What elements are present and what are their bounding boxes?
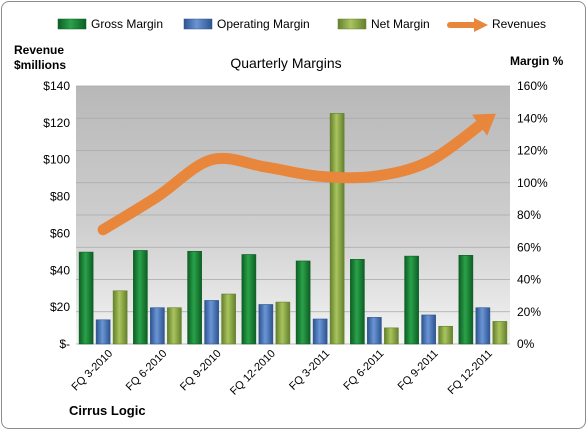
legend-item-gross-margin[interactable]: Gross Margin: [57, 17, 163, 31]
legend-arrow-head: [474, 18, 488, 32]
right-tick-label: 140%: [517, 111, 548, 125]
right-axis-ticks: 0% 20% 40% 60% 80% 100% 120% 140% 160%: [517, 79, 548, 351]
bar-net-margin[interactable]: [438, 325, 453, 345]
bar-net-margin[interactable]: [112, 290, 128, 345]
bar-operating-margin[interactable]: [258, 304, 274, 345]
bar-gross-margin[interactable]: [458, 255, 474, 345]
chart-title: Quarterly Margins: [230, 55, 341, 71]
legend-label-revenues: Revenues: [492, 17, 546, 31]
bar-operating-margin[interactable]: [95, 319, 111, 345]
bar-net-margin[interactable]: [221, 293, 236, 345]
company-name: Cirrus Logic: [69, 403, 146, 418]
right-axis-label: Margin %: [510, 54, 564, 68]
gridlines: [76, 85, 510, 345]
legend-swatch-net-margin: [337, 18, 367, 30]
left-tick-label: $80: [50, 190, 70, 204]
legend-swatch-gross-margin: [57, 18, 87, 30]
bar-operating-margin[interactable]: [367, 317, 382, 345]
left-tick-label: $-: [59, 337, 70, 351]
bar-net-margin[interactable]: [384, 327, 399, 345]
bar-gross-margin[interactable]: [133, 250, 148, 345]
revenues-line[interactable]: [97, 117, 489, 236]
right-tick-label: 40%: [517, 273, 541, 287]
left-tick-label: $140: [43, 79, 70, 93]
bars: [78, 113, 508, 345]
revenues-arrow-head: [472, 113, 496, 136]
bar-gross-margin[interactable]: [78, 251, 94, 345]
bar-gross-margin[interactable]: [404, 255, 419, 345]
bar-operating-margin[interactable]: [150, 307, 165, 345]
x-tick-label: FQ 6-2010: [124, 348, 170, 394]
bar-gross-margin[interactable]: [187, 250, 202, 345]
revenue-line: [97, 113, 496, 236]
left-tick-label: $40: [50, 263, 70, 277]
left-tick-label: $60: [50, 226, 70, 240]
bar-operating-margin[interactable]: [312, 318, 328, 345]
x-tick-label: FQ 9-2010: [178, 348, 224, 394]
bar-gross-margin[interactable]: [241, 254, 257, 345]
left-axis-label-line1: Revenue: [14, 43, 64, 57]
left-tick-label: $100: [43, 153, 70, 167]
left-tick-label: $120: [43, 116, 70, 130]
legend-label-operating-margin: Operating Margin: [217, 17, 310, 31]
legend-item-net-margin[interactable]: Net Margin: [337, 17, 430, 31]
bar-net-margin[interactable]: [329, 113, 345, 345]
x-tick-label: FQ 12-2011: [446, 348, 495, 397]
legend-label-gross-margin: Gross Margin: [91, 17, 163, 31]
right-tick-label: 160%: [517, 79, 548, 93]
bar-operating-margin[interactable]: [475, 307, 491, 345]
right-tick-label: 0%: [517, 337, 535, 351]
x-tick-label: FQ 6-2011: [341, 348, 386, 393]
left-axis-ticks: $- $20 $40 $60 $80 $100 $120 $140: [43, 79, 70, 351]
legend-swatch-operating-margin: [183, 18, 213, 30]
x-tick-label: FQ 3-2010: [70, 348, 116, 394]
bar-net-margin[interactable]: [275, 301, 291, 345]
legend: Gross Margin Operating Margin Net Margin…: [57, 17, 546, 32]
left-tick-label: $20: [50, 300, 70, 314]
legend-item-operating-margin[interactable]: Operating Margin: [183, 17, 310, 31]
bar-gross-margin[interactable]: [350, 259, 365, 345]
legend-item-revenues[interactable]: Revenues: [447, 17, 546, 32]
x-tick-label: FQ 12-2010: [228, 348, 278, 398]
bar-gross-margin[interactable]: [295, 260, 311, 345]
right-tick-label: 20%: [517, 305, 541, 319]
bar-operating-margin[interactable]: [204, 300, 219, 345]
x-axis-ticks: FQ 3-2010 FQ 6-2010 FQ 9-2010 FQ 12-2010 FQ …: [70, 348, 495, 398]
right-tick-label: 100%: [517, 176, 548, 190]
right-tick-label: 120%: [517, 144, 548, 158]
right-tick-label: 60%: [517, 240, 541, 254]
bar-operating-margin[interactable]: [421, 314, 436, 345]
left-axis-label-line2: $millions: [14, 58, 66, 72]
right-tick-label: 80%: [517, 208, 541, 222]
legend-label-net-margin: Net Margin: [371, 17, 430, 31]
bar-net-margin[interactable]: [492, 321, 508, 345]
bar-net-margin[interactable]: [167, 307, 182, 345]
x-tick-label: FQ 3-2011: [287, 348, 332, 393]
x-tick-label: FQ 9-2011: [396, 348, 441, 393]
